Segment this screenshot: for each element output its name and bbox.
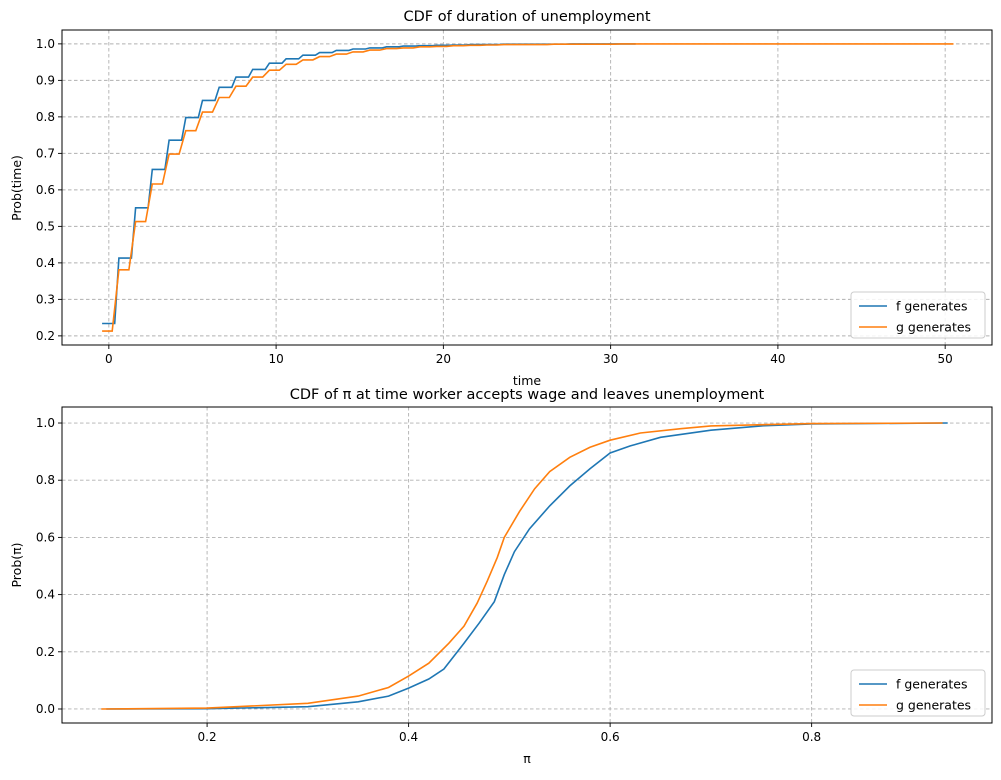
y-axis-label: Prob(π): [9, 542, 24, 587]
chart-title: CDF of duration of unemployment: [403, 9, 650, 25]
legend-label: g generates: [896, 698, 971, 713]
x-tick-label: 0.6: [601, 730, 620, 744]
legend: f generates g generates: [850, 669, 986, 717]
y-tick-label: 1.0: [36, 37, 55, 51]
y-tick-label: 0.3: [36, 292, 55, 306]
y-tick-label: 0.7: [36, 146, 55, 160]
y-tick-label: 0.6: [36, 530, 55, 544]
y-axis-label: Prob(time): [9, 155, 24, 221]
x-tick-label: 0.4: [399, 730, 418, 744]
y-tick-label: 1.0: [36, 416, 55, 430]
legend-label: f generates: [896, 677, 968, 692]
x-tick-label: 0.2: [198, 730, 217, 744]
x-axis-label: π: [523, 751, 531, 766]
y-tick-label: 0.6: [36, 183, 55, 197]
x-tick-label: 30: [603, 352, 618, 366]
y-tick-label: 0.8: [36, 110, 55, 124]
series-g-generates-line: [102, 43, 954, 332]
x-tick-label: 50: [938, 352, 953, 366]
legend-label: g generates: [896, 320, 971, 335]
y-tick-label: 0.4: [36, 588, 55, 602]
y-tick-label: 0.2: [36, 329, 55, 343]
x-tick-label: 40: [770, 352, 785, 366]
x-tick-label: 20: [436, 352, 451, 366]
y-tick-label: 0.2: [36, 645, 55, 659]
y-tick-label: 0.5: [36, 219, 55, 233]
y-tick-label: 0.0: [36, 702, 55, 716]
x-tick-label: 10: [268, 352, 283, 366]
legend: f generates g generates: [850, 291, 986, 339]
chart-title: CDF of π at time worker accepts wage and…: [290, 387, 765, 403]
axes-frame: [61, 406, 993, 724]
series-f-generates-line: [106, 422, 948, 710]
axes-frame: [61, 29, 993, 346]
bottom-chart-cdf-pi: CDF of π at time worker accepts wage and…: [9, 387, 993, 766]
y-tick-label: 0.8: [36, 473, 55, 487]
x-tick-label: 0: [105, 352, 113, 366]
y-tick-label: 0.4: [36, 256, 55, 270]
series-f-generates-line: [102, 43, 636, 325]
legend-label: f generates: [896, 299, 968, 314]
top-chart-cdf-duration: CDF of duration of unemployment time Pro…: [9, 9, 993, 388]
series-g-generates-line: [101, 422, 943, 710]
y-tick-label: 0.9: [36, 73, 55, 87]
x-axis-label: time: [513, 373, 542, 388]
x-tick-label: 0.8: [802, 730, 821, 744]
